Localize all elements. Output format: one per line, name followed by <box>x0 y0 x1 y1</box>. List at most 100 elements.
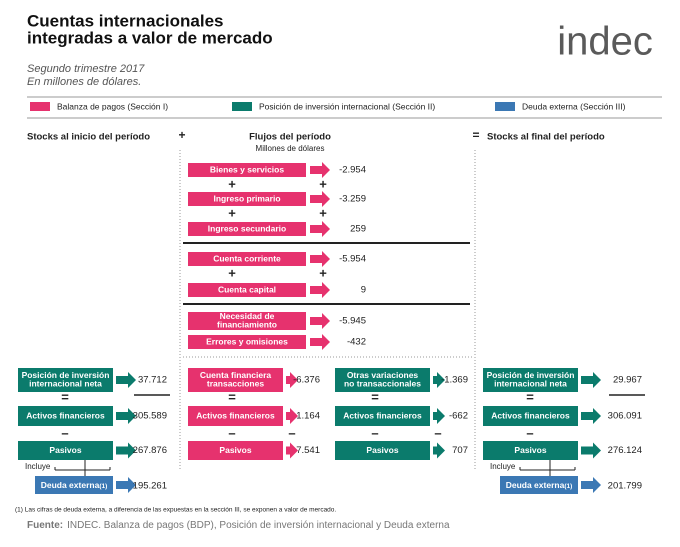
legend-label: Balanza de pagos (Sección I) <box>57 101 168 111</box>
operator: + <box>178 128 185 142</box>
box <box>483 441 578 460</box>
box-label: Pasivos <box>49 445 81 455</box>
box <box>483 406 578 426</box>
operator: + <box>319 265 327 280</box>
box-label: Cuenta capital <box>218 284 276 294</box>
box-label: transacciones <box>207 379 264 389</box>
flow-value: 1.164 <box>296 411 320 422</box>
operator: + <box>228 205 236 220</box>
box-label: Ingreso primario <box>213 193 280 203</box>
box <box>335 406 430 426</box>
operator: – <box>288 425 295 440</box>
includes-label: Incluye <box>490 462 516 471</box>
box-label: Deuda externa(1) <box>506 480 573 490</box>
box-label: Deuda externa <box>506 480 565 490</box>
box-label: internacional neta <box>494 379 567 389</box>
stock-value: 276.124 <box>608 445 642 456</box>
source: Fuente: INDEC. Balanza de pagos (BDP), Po… <box>27 520 450 531</box>
operator: + <box>228 176 236 191</box>
legend-label: Deuda externa (Sección III) <box>522 101 626 111</box>
arrow <box>286 372 298 388</box>
arrow <box>286 442 298 459</box>
box <box>500 476 578 494</box>
box <box>188 368 283 392</box>
arrow <box>433 372 445 388</box>
title: integradas a valor de mercado <box>27 28 273 47</box>
box-label: Errores y omisiones <box>206 336 288 346</box>
box-label: Ingreso secundario <box>208 223 286 233</box>
arrow <box>310 162 330 178</box>
arrow <box>310 191 330 207</box>
operator: – <box>434 425 441 440</box>
flow-value: 259 <box>350 224 366 235</box>
flow-value: -5.945 <box>339 316 366 327</box>
flow-value: -432 <box>347 337 366 348</box>
legend-swatch <box>232 102 252 111</box>
box-label: Pasivos <box>514 445 546 455</box>
box-label: Bienes y servicios <box>210 164 284 174</box>
box-label: Posición de inversión <box>487 370 575 380</box>
subtitle: Segundo trimestre 2017 <box>27 63 145 75</box>
box-label: financiamiento <box>217 320 277 330</box>
arrow <box>310 251 330 267</box>
flow-value: 707 <box>452 445 468 456</box>
arrow <box>581 408 601 424</box>
stock-value: 267.876 <box>133 445 167 456</box>
column-header: Stocks al final del período <box>487 132 605 143</box>
operator: = <box>526 389 534 404</box>
operator: + <box>319 176 327 191</box>
box <box>18 441 113 460</box>
box-label: Otras variaciones <box>347 370 419 380</box>
box-label: Pasivos <box>219 445 251 455</box>
arrow <box>310 221 330 237</box>
column-unit: Millones de dólares <box>256 144 325 153</box>
box <box>18 368 113 392</box>
box-label: Cuenta financiera <box>200 370 272 380</box>
box-label: Pasivos <box>366 445 398 455</box>
box <box>188 335 306 349</box>
title: Cuentas internacionales <box>27 11 224 30</box>
column-header: Stocks al inicio del período <box>27 132 150 143</box>
arrow <box>310 334 330 350</box>
box-label: Activos financieros <box>196 410 275 420</box>
flow-value: 7.541 <box>296 445 320 456</box>
operator: – <box>371 425 378 440</box>
flow-value: -1.369 <box>441 375 468 386</box>
footnote-ref: (1) <box>99 483 107 490</box>
logo: indec <box>557 20 653 64</box>
box-label: Activos financieros <box>26 410 105 420</box>
stock-value: 305.589 <box>133 411 167 422</box>
arrow <box>433 442 445 459</box>
box-label: internacional neta <box>29 379 102 389</box>
source-text: INDEC. Balanza de pagos (BDP), Posición … <box>67 520 450 531</box>
legend-swatch <box>495 102 515 111</box>
flow-value: -5.954 <box>339 254 366 265</box>
box <box>483 368 578 392</box>
includes-label: Incluye <box>25 462 51 471</box>
arrow <box>581 372 601 388</box>
footnote-ref: (1) <box>564 483 572 490</box>
box-label: no transaccionales <box>344 379 421 389</box>
flow-value: -6.376 <box>293 375 320 386</box>
box <box>188 406 283 426</box>
column-header: Flujos del período <box>249 132 331 143</box>
arrow <box>116 442 136 459</box>
arrow <box>116 408 136 424</box>
arrow <box>581 442 601 459</box>
arrow <box>310 313 330 329</box>
box <box>335 441 430 460</box>
stock-value: 306.091 <box>608 411 642 422</box>
legend-swatch <box>30 102 50 111</box>
box <box>35 476 113 494</box>
box <box>188 283 306 297</box>
box-label: Posición de inversión <box>22 370 110 380</box>
arrow <box>286 408 298 424</box>
box <box>188 163 306 177</box>
flow-value: -2.954 <box>339 165 366 176</box>
subtitle: En millones de dólares. <box>27 76 141 88</box>
box <box>188 222 306 236</box>
source-label: Fuente: <box>27 520 63 531</box>
arrow <box>116 477 136 493</box>
box-label: Deuda externa(1) <box>41 480 108 490</box>
